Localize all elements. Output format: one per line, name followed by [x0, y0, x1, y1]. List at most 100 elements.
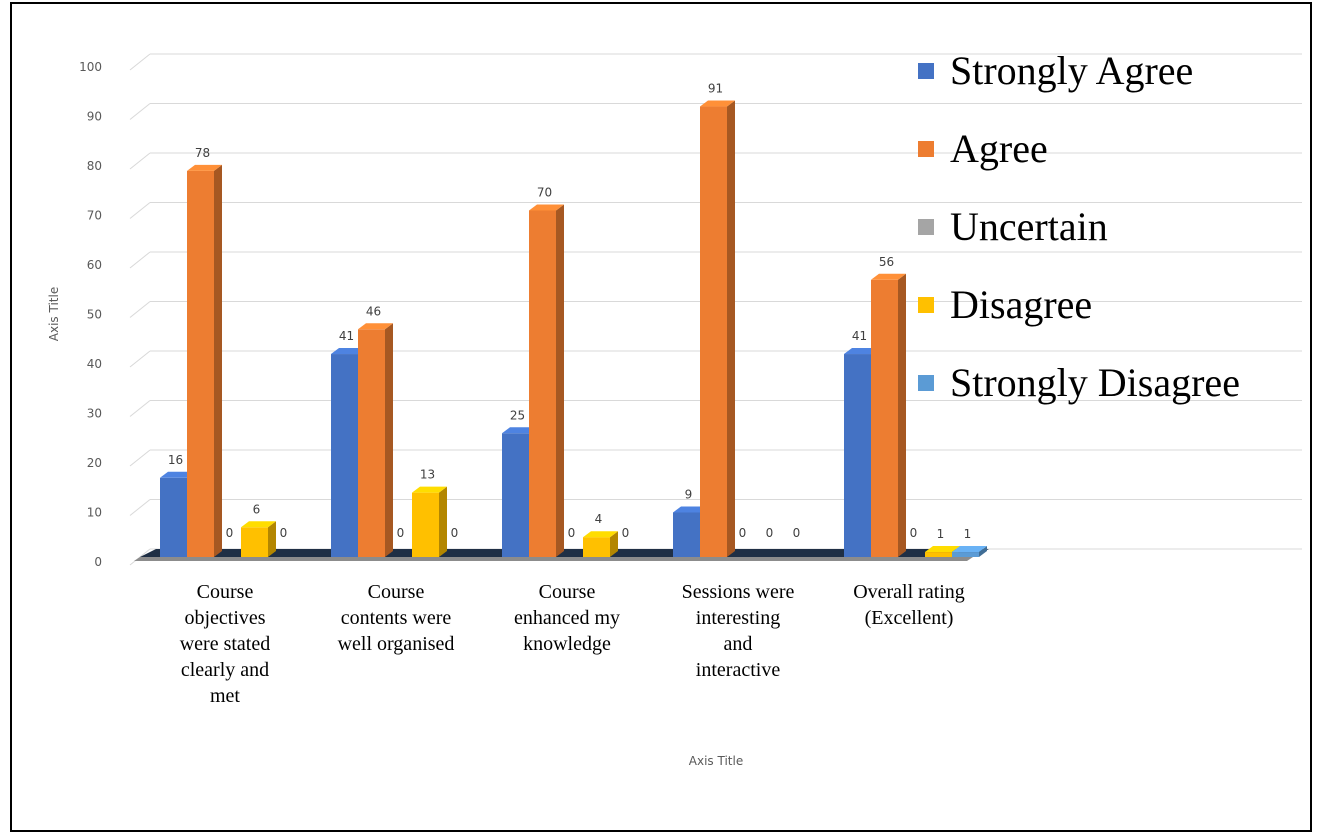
- bar-top: [331, 348, 366, 355]
- bar-top: [844, 348, 879, 355]
- legend-label: Strongly Disagree: [950, 360, 1240, 405]
- bar: [925, 552, 952, 557]
- data-label: 0: [739, 526, 747, 540]
- y-tick-label: 70: [87, 209, 102, 223]
- y-tick-label: 40: [87, 357, 102, 371]
- bar-top: [160, 471, 195, 478]
- chart-frame: 0 10 20 30 40 50 60 70 80 90 100 16 78 0 6 0 41 46 0 13 0 25…: [10, 2, 1312, 832]
- data-label: 13: [420, 468, 435, 482]
- legend-swatch: [918, 297, 934, 313]
- bar: [502, 433, 529, 557]
- bar-side: [268, 521, 276, 557]
- legend-swatch: [918, 219, 934, 235]
- x-axis-title: Axis Title: [689, 754, 743, 768]
- category-label-line: contents were: [340, 607, 452, 629]
- data-label: 0: [568, 526, 576, 540]
- bar: [673, 512, 700, 557]
- bar-side: [610, 531, 618, 557]
- bar: [529, 210, 556, 557]
- y-tick-label: 10: [87, 506, 102, 520]
- category-label-line: Course: [367, 581, 425, 603]
- bar: [412, 492, 439, 557]
- bar-side: [214, 164, 222, 557]
- bar-top: [673, 506, 708, 513]
- data-label: 25: [510, 408, 525, 422]
- bar-side: [385, 323, 393, 557]
- gridline: [129, 202, 151, 219]
- data-label: 46: [366, 304, 381, 318]
- data-label: 56: [879, 255, 894, 269]
- category-label-line: well organised: [337, 633, 455, 655]
- category-label: Sessions were interesting and interactive: [663, 579, 813, 683]
- y-tick-label: 100: [79, 60, 102, 74]
- data-label: 16: [168, 453, 183, 467]
- bar-top: [952, 546, 987, 553]
- bar: [952, 552, 979, 557]
- gridline: [129, 400, 151, 417]
- data-label: 6: [253, 502, 261, 516]
- legend-label: Strongly Agree: [950, 48, 1194, 93]
- category-label-line: (Excellent): [864, 607, 954, 629]
- data-label: 0: [226, 526, 234, 540]
- data-label: 41: [339, 329, 354, 343]
- bar-top: [358, 323, 393, 330]
- category-label-line: interesting: [695, 607, 781, 629]
- legend-label: Uncertain: [950, 204, 1108, 249]
- data-label: 41: [852, 329, 867, 343]
- gridline: [129, 350, 151, 368]
- bar-top: [529, 204, 564, 211]
- category-label-line: were stated: [179, 633, 271, 655]
- category-label-line: and: [723, 633, 753, 655]
- bar: [331, 354, 358, 557]
- gridline: [129, 301, 151, 318]
- data-labels: 16 78 0 6 0 41 46 0 13 0 25 70 0 4 0 9 91 0 0 0 41 56 0 1 1: [168, 82, 971, 541]
- y-tick-label: 0: [94, 555, 102, 569]
- category-label-line: Course: [538, 581, 596, 603]
- gridline: [129, 103, 151, 120]
- data-label: 0: [766, 526, 774, 540]
- category-label: Course enhanced my knowledge: [492, 579, 642, 657]
- bar: [187, 170, 214, 557]
- bar: [871, 279, 898, 557]
- y-tick-label: 80: [87, 159, 102, 173]
- y-tick-label: 90: [87, 110, 102, 124]
- data-label: 1: [937, 527, 945, 541]
- bar: [160, 477, 187, 557]
- bar-top: [241, 521, 276, 528]
- category-label-line: Course: [196, 581, 254, 603]
- category-label-line: knowledge: [523, 633, 611, 655]
- gridline: [129, 499, 151, 516]
- category-label: Overall rating (Excellent): [834, 579, 984, 631]
- bar-top: [583, 531, 618, 538]
- gridline: [129, 53, 151, 71]
- bar-side: [727, 100, 735, 558]
- data-label: 78: [195, 146, 210, 160]
- legend-swatch: [918, 375, 934, 391]
- data-label: 0: [793, 526, 801, 540]
- data-label: 0: [280, 526, 288, 540]
- data-label: 0: [451, 526, 459, 540]
- data-label: 0: [910, 526, 918, 540]
- bar-top: [700, 100, 735, 107]
- bar: [241, 527, 268, 557]
- category-label-line: met: [210, 685, 240, 707]
- bar-top: [925, 546, 960, 553]
- data-label: 0: [622, 526, 630, 540]
- y-tick-label: 20: [87, 456, 102, 470]
- bar-top: [502, 427, 537, 434]
- bar-side: [979, 546, 987, 557]
- bars: [160, 100, 987, 558]
- legend-label: Agree: [950, 126, 1048, 171]
- category-label: Course contents were well organised: [321, 579, 471, 657]
- bar: [358, 329, 385, 557]
- bar-side: [556, 204, 564, 557]
- legend-label: Disagree: [950, 282, 1093, 327]
- bar-side: [898, 273, 906, 557]
- bar-top: [187, 164, 222, 171]
- category-label-line: enhanced my: [513, 607, 621, 629]
- category-label-line: Overall rating: [853, 581, 965, 603]
- legend-swatch: [918, 63, 934, 79]
- legend-swatch: [918, 141, 934, 157]
- bar: [844, 354, 871, 557]
